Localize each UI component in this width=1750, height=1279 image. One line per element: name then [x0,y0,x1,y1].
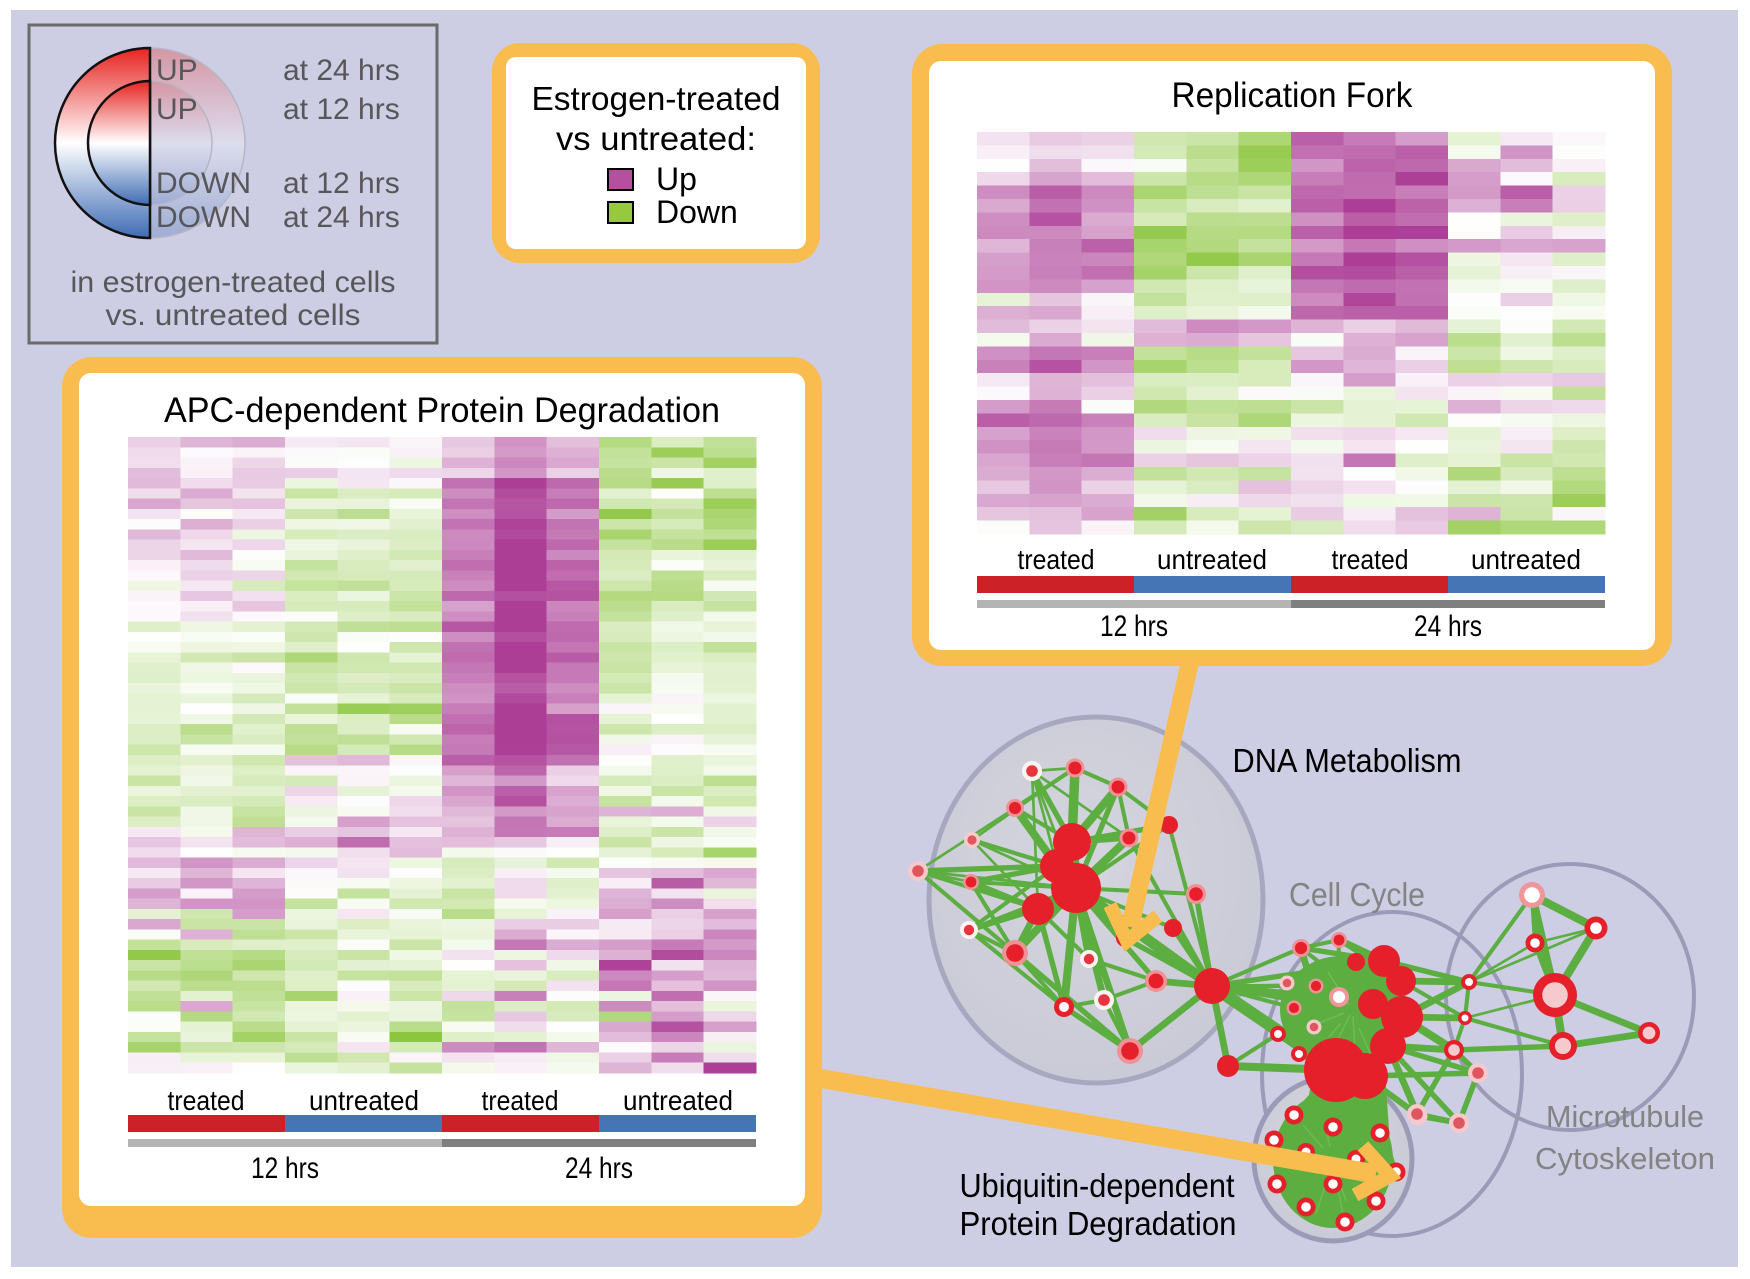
svg-text:Down: Down [656,194,738,230]
svg-text:12 hrs: 12 hrs [1100,610,1168,643]
svg-text:DOWN: DOWN [156,167,251,200]
svg-text:Microtubule: Microtubule [1546,1099,1704,1134]
svg-text:untreated: untreated [1157,544,1267,575]
svg-text:vs untreated:: vs untreated: [556,120,756,157]
svg-text:untreated: untreated [623,1085,733,1116]
svg-text:UP: UP [156,54,198,87]
svg-text:APC-dependent Protein Degradat: APC-dependent Protein Degradation [164,391,720,430]
svg-text:Up: Up [656,161,697,197]
svg-text:Protein Degradation: Protein Degradation [960,1205,1237,1242]
svg-text:untreated: untreated [1471,544,1581,575]
svg-text:12 hrs: 12 hrs [251,1152,319,1185]
svg-text:Cytoskeleton: Cytoskeleton [1535,1141,1715,1176]
svg-text:Cell Cycle: Cell Cycle [1289,876,1425,913]
svg-text:at 12 hrs: at 12 hrs [283,93,400,126]
svg-text:24 hrs: 24 hrs [1414,610,1482,643]
svg-text:at 24 hrs: at 24 hrs [283,201,400,234]
svg-text:Replication Fork: Replication Fork [1172,76,1413,115]
svg-text:DOWN: DOWN [156,201,251,234]
svg-text:Ubiquitin-dependent: Ubiquitin-dependent [960,1167,1235,1204]
svg-text:Estrogen-treated: Estrogen-treated [532,80,781,117]
svg-text:in estrogen-treated cells: in estrogen-treated cells [71,266,396,299]
svg-text:treated: treated [482,1085,559,1116]
svg-text:vs. untreated cells: vs. untreated cells [106,299,361,332]
svg-text:at 12 hrs: at 12 hrs [283,167,400,200]
svg-text:24 hrs: 24 hrs [565,1152,633,1185]
svg-text:untreated: untreated [309,1085,419,1116]
svg-text:DNA Metabolism: DNA Metabolism [1233,742,1462,779]
svg-text:treated: treated [1332,544,1409,575]
svg-text:treated: treated [168,1085,245,1116]
svg-text:UP: UP [156,93,198,126]
svg-text:treated: treated [1018,544,1095,575]
svg-text:at 24 hrs: at 24 hrs [283,54,400,87]
